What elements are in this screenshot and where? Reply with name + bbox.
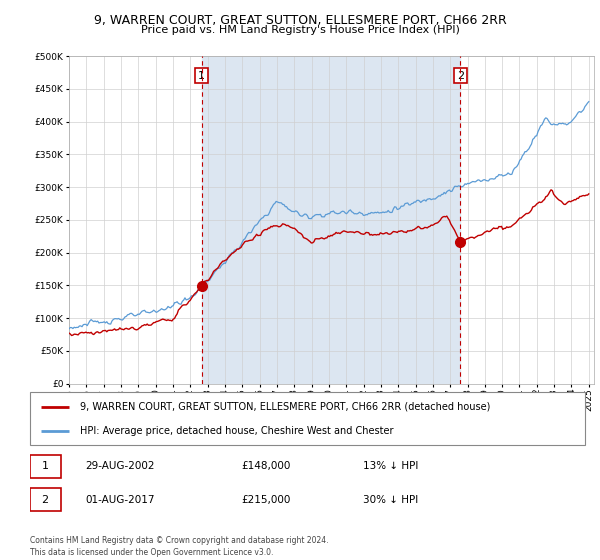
Text: 1: 1	[198, 71, 205, 81]
Text: £148,000: £148,000	[241, 461, 290, 472]
Text: 1: 1	[41, 461, 49, 472]
Text: 30% ↓ HPI: 30% ↓ HPI	[363, 494, 418, 505]
Text: 9, WARREN COURT, GREAT SUTTON, ELLESMERE PORT, CH66 2RR (detached house): 9, WARREN COURT, GREAT SUTTON, ELLESMERE…	[80, 402, 490, 412]
FancyBboxPatch shape	[30, 392, 585, 445]
Bar	[202, 56, 460, 384]
Text: 13% ↓ HPI: 13% ↓ HPI	[363, 461, 418, 472]
Text: 2: 2	[457, 71, 464, 81]
Text: Contains HM Land Registry data © Crown copyright and database right 2024.
This d: Contains HM Land Registry data © Crown c…	[30, 536, 329, 557]
Text: £215,000: £215,000	[241, 494, 290, 505]
Text: 01-AUG-2017: 01-AUG-2017	[86, 494, 155, 505]
Text: 29-AUG-2002: 29-AUG-2002	[86, 461, 155, 472]
Text: 9, WARREN COURT, GREAT SUTTON, ELLESMERE PORT, CH66 2RR: 9, WARREN COURT, GREAT SUTTON, ELLESMERE…	[94, 14, 506, 27]
Text: Price paid vs. HM Land Registry's House Price Index (HPI): Price paid vs. HM Land Registry's House …	[140, 25, 460, 35]
Text: HPI: Average price, detached house, Cheshire West and Chester: HPI: Average price, detached house, Ches…	[80, 426, 394, 436]
FancyBboxPatch shape	[30, 455, 61, 478]
FancyBboxPatch shape	[30, 488, 61, 511]
Text: 2: 2	[41, 494, 49, 505]
